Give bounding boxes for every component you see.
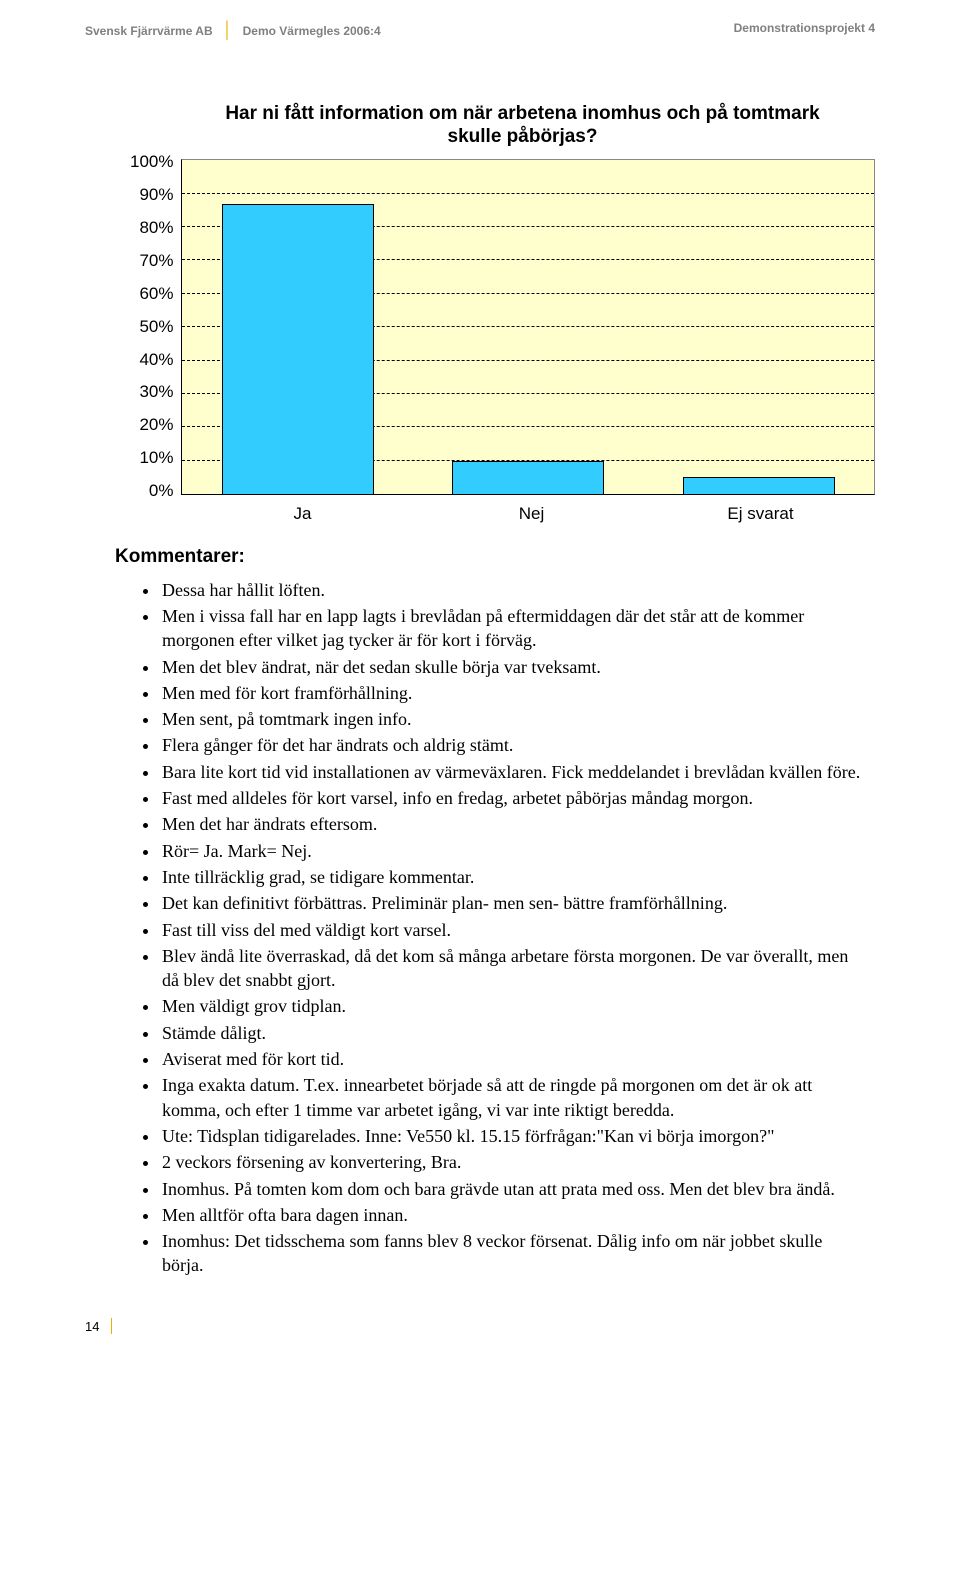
list-item: Dessa har hållit löften. xyxy=(160,578,865,602)
bar-slot xyxy=(413,160,644,494)
x-labels: Ja Nej Ej svarat xyxy=(188,503,875,526)
y-tick: 50% xyxy=(139,316,173,339)
page: Svensk Fjärrvärme AB │ Demo Värmegles 20… xyxy=(0,0,960,1365)
y-tick: 0% xyxy=(149,480,174,503)
y-tick: 60% xyxy=(139,283,173,306)
list-item: Rör= Ja. Mark= Nej. xyxy=(160,839,865,863)
bar-ejsvarat xyxy=(683,477,835,494)
list-item: Aviserat med för kort tid. xyxy=(160,1047,865,1071)
list-item: Inte tillräcklig grad, se tidigare komme… xyxy=(160,865,865,889)
list-item: Inomhus: Det tidsschema som fanns blev 8… xyxy=(160,1229,865,1278)
chart: Har ni fått information om när arbetena … xyxy=(130,102,875,526)
bars xyxy=(182,160,874,494)
list-item: Stämde dåligt. xyxy=(160,1021,865,1045)
header-company: Svensk Fjärrvärme AB xyxy=(85,23,213,39)
header-doc: Demo Värmegles 2006:4 xyxy=(243,23,381,39)
bar-nej xyxy=(452,461,604,494)
page-header: Svensk Fjärrvärme AB │ Demo Värmegles 20… xyxy=(85,20,875,42)
header-divider: │ xyxy=(223,20,233,42)
y-tick: 40% xyxy=(139,349,173,372)
list-item: Men med för kort framförhållning. xyxy=(160,681,865,705)
x-label: Ej svarat xyxy=(646,503,875,526)
chart-plot xyxy=(181,159,875,495)
list-item: Inomhus. På tomten kom dom och bara gräv… xyxy=(160,1177,865,1201)
list-item: Men i vissa fall har en lapp lagts i bre… xyxy=(160,604,865,653)
list-item: Men det har ändrats eftersom. xyxy=(160,812,865,836)
bar-slot xyxy=(182,160,413,494)
list-item: Fast med alldeles för kort varsel, info … xyxy=(160,786,865,810)
list-item: Men sent, på tomtmark ingen info. xyxy=(160,707,865,731)
list-item: Det kan definitivt förbättras. Preliminä… xyxy=(160,891,865,915)
x-label: Nej xyxy=(417,503,646,526)
chart-body: 100% 90% 80% 70% 60% 50% 40% 30% 20% 10%… xyxy=(130,159,875,495)
bar-ja xyxy=(222,204,374,495)
y-tick: 10% xyxy=(139,447,173,470)
y-tick: 90% xyxy=(139,184,173,207)
header-left: Svensk Fjärrvärme AB │ Demo Värmegles 20… xyxy=(85,20,381,42)
list-item: Men det blev ändrat, när det sedan skull… xyxy=(160,655,865,679)
y-axis: 100% 90% 80% 70% 60% 50% 40% 30% 20% 10%… xyxy=(130,151,181,503)
y-tick: 30% xyxy=(139,381,173,404)
page-number-divider xyxy=(111,1318,112,1334)
x-axis: Ja Nej Ej svarat xyxy=(130,495,875,526)
header-right: Demonstrationsprojekt 4 xyxy=(734,20,875,42)
y-tick: 80% xyxy=(139,217,173,240)
bar-slot xyxy=(643,160,874,494)
list-item: Flera gånger för det har ändrats och ald… xyxy=(160,733,865,757)
page-number: 14 xyxy=(85,1318,875,1336)
y-tick: 70% xyxy=(139,250,173,273)
comments-heading: Kommentarer: xyxy=(115,544,875,570)
list-item: Bara lite kort tid vid installationen av… xyxy=(160,760,865,784)
list-item: Ute: Tidsplan tidigarelades. Inne: Ve550… xyxy=(160,1124,865,1148)
y-tick: 100% xyxy=(130,151,173,174)
list-item: Men alltför ofta bara dagen innan. xyxy=(160,1203,865,1227)
list-item: 2 veckors försening av konvertering, Bra… xyxy=(160,1150,865,1174)
x-label: Ja xyxy=(188,503,417,526)
comments-list: Dessa har hållit löften. Men i vissa fal… xyxy=(160,578,875,1278)
list-item: Blev ändå lite överraskad, då det kom så… xyxy=(160,944,865,993)
list-item: Fast till viss del med väldigt kort vars… xyxy=(160,918,865,942)
list-item: Men väldigt grov tidplan. xyxy=(160,994,865,1018)
y-tick: 20% xyxy=(139,414,173,437)
list-item: Inga exakta datum. T.ex. innearbetet bör… xyxy=(160,1073,865,1122)
chart-title: Har ni fått information om när arbetena … xyxy=(130,102,875,160)
page-number-value: 14 xyxy=(85,1318,99,1336)
